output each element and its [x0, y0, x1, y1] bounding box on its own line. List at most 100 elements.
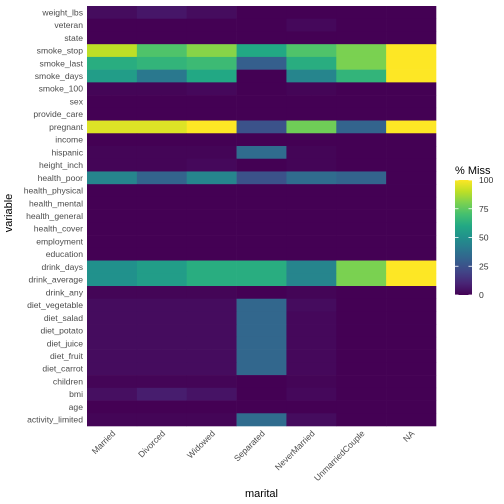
- heatmap-cell: [136, 107, 188, 121]
- heatmap-cell: [236, 349, 287, 363]
- y-tick-label: children: [53, 376, 83, 386]
- heatmap-cell: [87, 44, 138, 58]
- heatmap-cell: [386, 311, 437, 325]
- heatmap-cell: [186, 387, 237, 401]
- heatmap-cell: [136, 69, 188, 83]
- heatmap-cell: [286, 146, 337, 160]
- heatmap-cell: [87, 260, 138, 274]
- heatmap-cell: [386, 375, 437, 389]
- heatmap-cell: [236, 18, 287, 32]
- y-tick-label: height_inch: [39, 160, 83, 170]
- heatmap-cell: [136, 222, 188, 236]
- heatmap-cell: [236, 133, 287, 147]
- heatmap-cell: [87, 95, 138, 109]
- heatmap-cell: [236, 209, 287, 223]
- heatmap-cell: [136, 273, 188, 287]
- y-tick-label: smoke_days: [35, 71, 83, 81]
- heatmap-cell: [186, 324, 237, 338]
- heatmap-cell: [286, 349, 337, 363]
- y-tick-label: diet_potato: [40, 326, 83, 336]
- heatmap-cell: [236, 362, 287, 376]
- heatmap-cell: [286, 107, 337, 121]
- heatmap-cell: [386, 349, 437, 363]
- heatmap-cell: [186, 273, 237, 287]
- heatmap-cell: [336, 196, 387, 210]
- heatmap-cell: [236, 222, 287, 236]
- heatmap-cell: [87, 286, 138, 300]
- heatmap-cell: [336, 298, 387, 312]
- heatmap-cell: [286, 31, 337, 45]
- heatmap-cell: [386, 82, 437, 96]
- heatmap-cell: [386, 222, 437, 236]
- heatmap-cell: [87, 107, 138, 121]
- heatmap-cell: [336, 209, 387, 223]
- heatmap-cell: [336, 311, 387, 325]
- heatmap-cell: [336, 82, 387, 96]
- heatmap-cell: [386, 362, 437, 376]
- heatmap-cell: [286, 6, 337, 20]
- heatmap-cell: [336, 260, 387, 274]
- heatmap-cell: [386, 107, 437, 121]
- heatmap-cell: [136, 387, 188, 401]
- y-tick-label: health_cover: [34, 224, 83, 234]
- heatmap-cell: [236, 298, 287, 312]
- heatmap-cell: [136, 324, 188, 338]
- heatmap-cell: [336, 69, 387, 83]
- legend-tick-label: 25: [479, 261, 489, 271]
- heatmap-cell: [286, 298, 337, 312]
- heatmap-cell: [236, 375, 287, 389]
- heatmap-cell: [336, 56, 387, 70]
- y-axis-title: variable: [3, 194, 15, 233]
- heatmap-cell: [336, 235, 387, 249]
- heatmap-cell: [286, 56, 337, 70]
- heatmap-cell: [186, 56, 237, 70]
- heatmap-cell: [87, 158, 138, 172]
- heatmap-cell: [87, 311, 138, 325]
- heatmap-cell: [136, 311, 188, 325]
- heatmap-cell: [286, 184, 337, 198]
- heatmap-cell: [386, 336, 437, 350]
- legend-ticks: 0 25 50 75 100: [455, 175, 494, 300]
- heatmap-cell: [286, 69, 337, 83]
- heatmap-cell: [136, 349, 188, 363]
- heatmap-cell: [236, 413, 287, 427]
- heatmap-cell: [336, 387, 387, 401]
- heatmap-cell: [236, 82, 287, 96]
- heatmap-cell: [286, 413, 337, 427]
- heatmap-cell: [236, 260, 287, 274]
- heatmap-cell: [236, 235, 287, 249]
- y-tick-label: drink_any: [46, 287, 84, 297]
- heatmap-cell: [136, 247, 188, 261]
- heatmap-cell: [236, 6, 287, 20]
- legend-tick-label: 0: [479, 290, 484, 300]
- heatmap-cell: [186, 95, 237, 109]
- heatmap-cell: [236, 69, 287, 83]
- heatmap-cell: [286, 44, 337, 58]
- y-tick-label: state: [64, 33, 83, 43]
- heatmap-cells: [87, 6, 437, 427]
- heatmap-cell: [286, 222, 337, 236]
- y-tick-label: education: [46, 249, 83, 259]
- heatmap-cell: [386, 133, 437, 147]
- y-tick-label: pregnant: [49, 122, 84, 132]
- heatmap-cell: [186, 107, 237, 121]
- y-tick-label: smoke_stop: [37, 46, 84, 56]
- legend: % Miss 0 25 50 75 100: [455, 165, 494, 300]
- heatmap-cell: [136, 44, 188, 58]
- y-tick-label: diet_vegetable: [27, 300, 83, 310]
- heatmap-cell: [186, 235, 237, 249]
- heatmap-cell: [286, 324, 337, 338]
- heatmap-cell: [286, 247, 337, 261]
- heatmap-cell: [386, 69, 437, 83]
- heatmap-cell: [186, 82, 237, 96]
- heatmap-cell: [336, 44, 387, 58]
- y-tick-label: smoke_last: [40, 58, 84, 68]
- heatmap-cell: [386, 413, 437, 427]
- heatmap-cell: [336, 413, 387, 427]
- heatmap-cell: [186, 209, 237, 223]
- heatmap-cell: [336, 107, 387, 121]
- heatmap-cell: [336, 273, 387, 287]
- heatmap-cell: [236, 336, 287, 350]
